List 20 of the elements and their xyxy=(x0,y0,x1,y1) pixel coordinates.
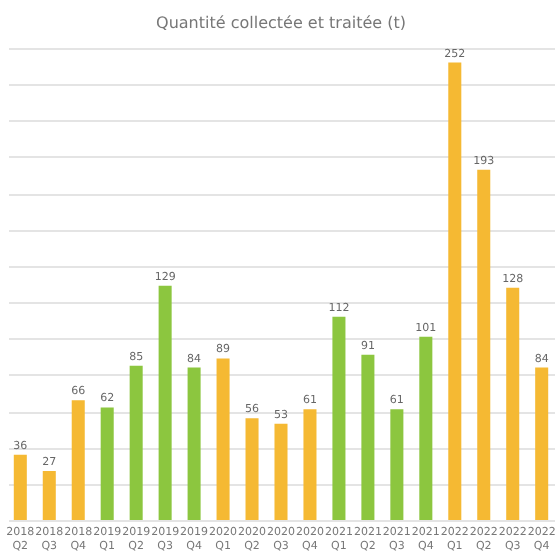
bar xyxy=(158,285,172,520)
bar xyxy=(245,418,259,520)
chart-title: Quantité collectée et traitée (t) xyxy=(156,14,406,32)
bar xyxy=(216,358,230,520)
bar xyxy=(448,62,462,520)
bar xyxy=(42,470,56,520)
bar xyxy=(71,400,85,520)
bar xyxy=(129,365,143,520)
bar xyxy=(477,169,491,520)
bar xyxy=(187,367,201,520)
bar xyxy=(303,409,317,520)
bar xyxy=(274,423,288,520)
bar xyxy=(535,367,549,520)
bar xyxy=(506,287,520,520)
bar xyxy=(100,407,114,520)
bar xyxy=(419,336,433,520)
bar xyxy=(13,454,27,520)
bar xyxy=(361,354,375,520)
bar xyxy=(390,409,404,520)
bar xyxy=(332,316,346,520)
